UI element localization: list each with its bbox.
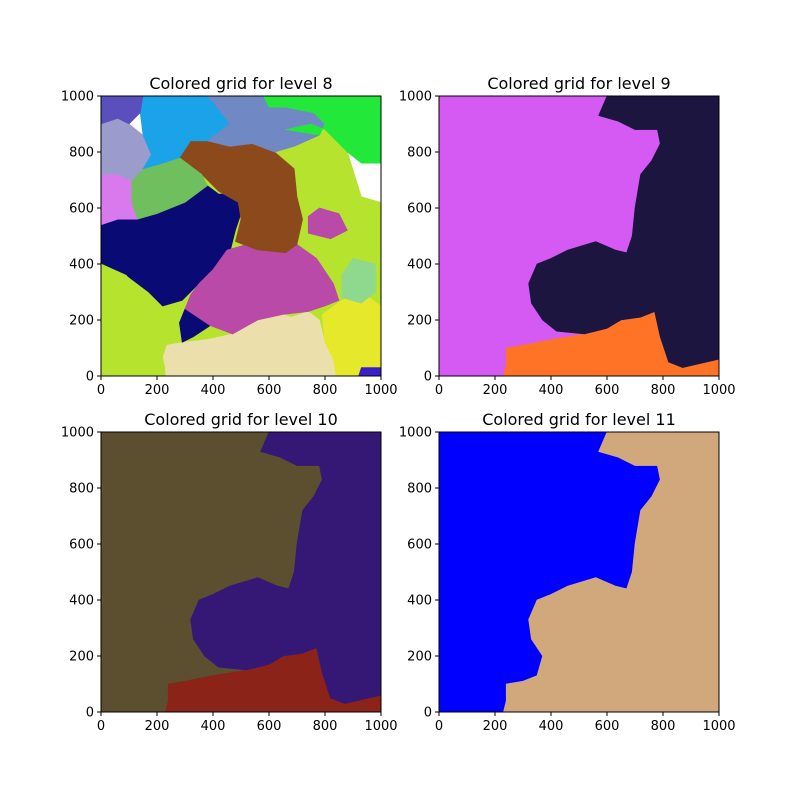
grid-image bbox=[439, 96, 719, 376]
region-10 bbox=[307, 207, 348, 240]
region-3 bbox=[321, 291, 381, 376]
y-tick-label: 600 bbox=[407, 538, 432, 553]
x-tick-label: 200 bbox=[145, 383, 170, 398]
region-3 bbox=[528, 96, 719, 368]
y-tick-label: 1000 bbox=[399, 90, 432, 105]
panel-title: Colored grid for level 10 bbox=[144, 410, 338, 429]
y-tick-label: 1000 bbox=[61, 426, 94, 441]
y-tick-label: 800 bbox=[69, 146, 94, 161]
region-5 bbox=[341, 258, 376, 304]
panel-1: Colored grid for level 8 0 200 400 600 800 100… bbox=[61, 74, 398, 398]
y-tick-label: 600 bbox=[69, 202, 94, 217]
x-tick-label: 400 bbox=[201, 719, 226, 734]
panel-title: Colored grid for level 9 bbox=[487, 74, 670, 93]
x-tick-label: 800 bbox=[313, 383, 338, 398]
x-tick-label: 600 bbox=[257, 719, 282, 734]
y-tick-label: 400 bbox=[69, 594, 94, 609]
y-tick-label: 0 bbox=[86, 370, 94, 385]
y-tick-label: 800 bbox=[407, 146, 432, 161]
axes-frame bbox=[438, 431, 720, 713]
panel-title: Colored grid for level 11 bbox=[482, 410, 676, 429]
region-3 bbox=[190, 432, 381, 704]
y-tick-label: 600 bbox=[407, 202, 432, 217]
y-tick-label: 200 bbox=[69, 650, 94, 665]
x-tick-label: 0 bbox=[97, 383, 105, 398]
x-tick-label: 1000 bbox=[702, 383, 735, 398]
region-2 bbox=[503, 432, 719, 712]
x-tick-label: 800 bbox=[651, 719, 676, 734]
x-tick-label: 0 bbox=[435, 719, 443, 734]
x-tick-label: 200 bbox=[483, 719, 508, 734]
x-tick-label: 1000 bbox=[364, 719, 397, 734]
grid-image bbox=[439, 432, 719, 712]
grid-image bbox=[101, 96, 381, 376]
region-17 bbox=[263, 96, 381, 164]
x-tick-label: 400 bbox=[539, 719, 564, 734]
axes-frame bbox=[100, 95, 382, 377]
y-tick-label: 400 bbox=[407, 594, 432, 609]
x-tick-label: 600 bbox=[595, 719, 620, 734]
x-tick-label: 600 bbox=[257, 383, 282, 398]
x-tick-label: 400 bbox=[201, 383, 226, 398]
y-tick-label: 800 bbox=[69, 482, 94, 497]
region-18 bbox=[101, 96, 144, 125]
x-tick-label: 200 bbox=[145, 719, 170, 734]
x-tick-label: 200 bbox=[483, 383, 508, 398]
panel-title: Colored grid for level 8 bbox=[149, 74, 332, 93]
y-tick-label: 1000 bbox=[399, 426, 432, 441]
x-tick-label: 0 bbox=[97, 719, 105, 734]
x-tick-label: 1000 bbox=[702, 719, 735, 734]
region-9 bbox=[101, 263, 169, 376]
y-tick-label: 0 bbox=[424, 370, 432, 385]
x-tick-label: 400 bbox=[539, 383, 564, 398]
y-tick-label: 400 bbox=[69, 258, 94, 273]
region-8 bbox=[184, 244, 340, 335]
axes-frame bbox=[438, 95, 720, 377]
x-tick-label: 600 bbox=[595, 383, 620, 398]
y-tick-label: 800 bbox=[407, 482, 432, 497]
y-tick-label: 1000 bbox=[61, 90, 94, 105]
y-tick-label: 400 bbox=[407, 258, 432, 273]
y-tick-label: 600 bbox=[69, 538, 94, 553]
x-tick-label: 800 bbox=[651, 383, 676, 398]
region-4 bbox=[358, 367, 381, 376]
x-tick-label: 1000 bbox=[364, 383, 397, 398]
y-tick-label: 200 bbox=[407, 314, 432, 329]
panel-2: Colored grid for level 9 0 200 400 600 800 100… bbox=[399, 74, 736, 398]
y-tick-label: 0 bbox=[424, 706, 432, 721]
y-tick-label: 0 bbox=[86, 706, 94, 721]
x-tick-label: 0 bbox=[435, 383, 443, 398]
x-tick-label: 800 bbox=[313, 719, 338, 734]
panel-4: Colored grid for level 11 0 200 400 600 800 10… bbox=[399, 410, 736, 734]
panel-3: Colored grid for level 10 0 200 400 600 800 10… bbox=[61, 410, 398, 734]
grid-image bbox=[101, 432, 381, 712]
y-tick-label: 200 bbox=[407, 650, 432, 665]
axes-frame bbox=[100, 431, 382, 713]
y-tick-label: 200 bbox=[69, 314, 94, 329]
